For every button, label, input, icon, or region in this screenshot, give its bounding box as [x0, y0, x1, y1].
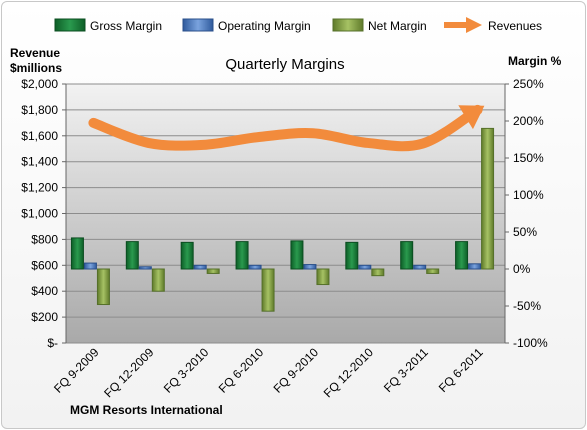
bar-net-margin: [261, 268, 275, 312]
category-label: FQ 3-2010: [161, 345, 212, 396]
bar-net-margin: [206, 268, 220, 274]
left-tick-label: $1,000: [21, 207, 58, 221]
bar-gross-margin: [400, 241, 414, 270]
right-tick-label: 100%: [513, 188, 544, 202]
legend-label-revenues: Revenues: [488, 19, 542, 33]
left-tick-label: $200: [31, 310, 58, 324]
bar-net-margin: [151, 268, 165, 292]
legend-swatch-operating-margin: [182, 18, 214, 32]
bar-series: [70, 127, 495, 312]
left-axis-ticks: $- $200 $400 $600 $800 $1,000 $1,200 $1,400 $1,6…: [21, 77, 67, 350]
legend-label-gross-margin: Gross Margin: [90, 19, 162, 33]
category-label: FQ 6-2010: [216, 345, 267, 396]
bar-operating-margin: [248, 264, 262, 270]
bar-net-margin: [481, 127, 495, 270]
left-tick-label: $1,800: [21, 103, 58, 117]
left-axis-label-line2: $millions: [10, 61, 62, 75]
category-label: FQ 9-2010: [271, 345, 322, 396]
revenue-line-series: [88, 104, 485, 152]
right-tick-label: 150%: [513, 151, 544, 165]
category-label: FQ 12-2009: [101, 345, 156, 400]
left-tick-label: $2,000: [21, 77, 58, 91]
bar-net-margin: [96, 268, 110, 306]
category-labels: FQ 9-2009 FQ 12-2009 FQ 3-2010 FQ 6-2010 FQ …: [51, 345, 486, 400]
chart-title: Quarterly Margins: [225, 56, 344, 73]
left-tick-label: $600: [31, 258, 58, 272]
bar-gross-margin: [345, 241, 359, 270]
bar-operating-margin: [413, 264, 427, 270]
bar-operating-margin: [468, 263, 482, 270]
company-name: MGM Resorts International: [70, 403, 223, 417]
right-tick-label: 200%: [513, 114, 544, 128]
legend-label-operating-margin: Operating Margin: [218, 19, 311, 33]
bar-gross-margin: [290, 240, 304, 270]
left-tick-label: $1,200: [21, 181, 58, 195]
revenue-arrowhead: [458, 105, 485, 130]
left-tick-label: $-: [47, 336, 58, 350]
revenue-line: [88, 104, 483, 152]
left-axis-label-line1: Revenue: [10, 46, 60, 60]
category-label: FQ 9-2009: [51, 345, 102, 396]
bar-operating-margin: [303, 264, 317, 270]
right-axis-ticks: -100% -50% 0% 50% 100% 150% 200% 250%: [504, 77, 548, 350]
right-tick-label: -50%: [513, 299, 541, 313]
bar-operating-margin: [193, 264, 207, 270]
left-tick-label: $400: [31, 284, 58, 298]
left-tick-label: $1,600: [21, 129, 58, 143]
bar-net-margin: [316, 268, 330, 286]
bar-gross-margin: [235, 241, 249, 270]
right-tick-label: -100%: [513, 336, 548, 350]
legend: Gross Margin Operating Margin Net Margin…: [54, 17, 542, 33]
category-label: FQ 3-2011: [381, 345, 431, 395]
bar-net-margin: [426, 268, 440, 274]
legend-swatch-net-margin: [332, 18, 364, 32]
bar-net-margin: [371, 268, 385, 277]
category-label: FQ 12-2010: [321, 345, 376, 400]
bar-operating-margin: [83, 262, 97, 270]
bar-gross-margin: [125, 241, 139, 270]
right-axis-label: Margin %: [508, 54, 562, 68]
bar-operating-margin: [358, 264, 372, 270]
category-label: FQ 6-2011: [436, 345, 486, 395]
legend-swatch-gross-margin: [54, 18, 86, 32]
right-tick-label: 250%: [513, 77, 544, 91]
bar-gross-margin: [180, 241, 194, 270]
right-tick-label: 0%: [513, 262, 531, 276]
bar-gross-margin: [455, 241, 469, 270]
left-tick-label: $800: [31, 232, 58, 246]
legend-swatch-revenues: [444, 17, 482, 33]
bar-operating-margin: [138, 266, 152, 270]
legend-label-net-margin: Net Margin: [368, 19, 427, 33]
left-tick-label: $1,400: [21, 155, 58, 169]
right-tick-label: 50%: [513, 225, 537, 239]
bar-gross-margin: [70, 237, 84, 270]
